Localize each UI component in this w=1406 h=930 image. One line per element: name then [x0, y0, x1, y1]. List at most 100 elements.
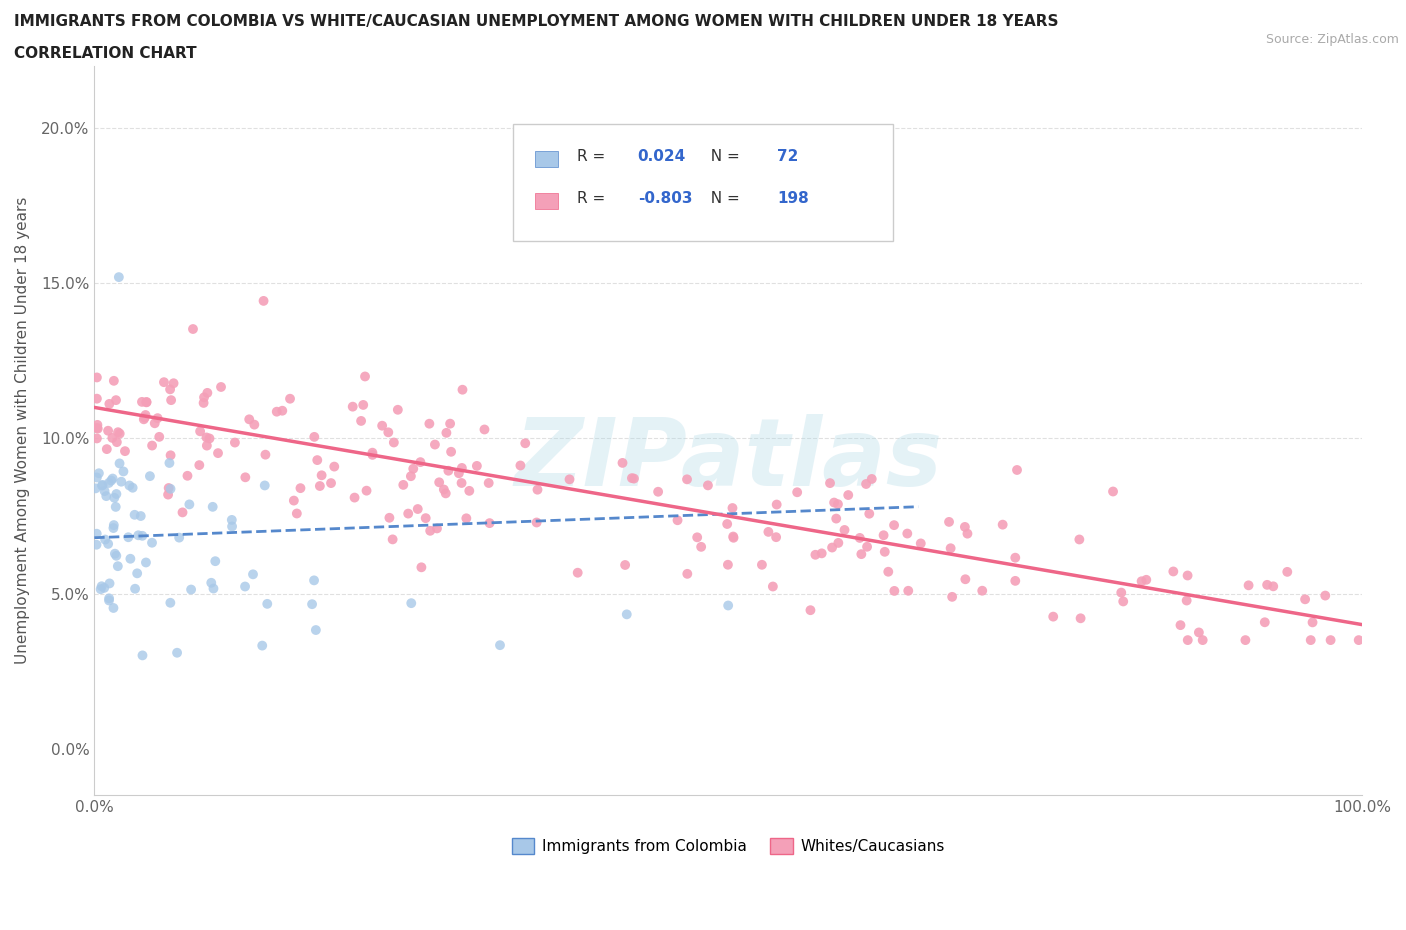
Point — [301, 597, 323, 612]
Point — [411, 560, 433, 575]
Point — [143, 416, 166, 431]
Point — [939, 541, 962, 556]
Point — [941, 590, 963, 604]
Point — [991, 517, 1014, 532]
Point — [614, 558, 637, 573]
Point — [1188, 625, 1211, 640]
Point — [717, 598, 740, 613]
Point — [134, 407, 156, 422]
Point — [114, 444, 136, 458]
Point — [1263, 578, 1285, 593]
Point — [243, 418, 266, 432]
Point — [107, 425, 129, 440]
Point — [378, 511, 401, 525]
Point — [758, 525, 780, 539]
Point — [285, 506, 308, 521]
Point — [302, 573, 325, 588]
Point — [105, 486, 128, 501]
Point — [204, 553, 226, 568]
Point — [254, 447, 277, 462]
Point — [96, 488, 118, 503]
Point — [1299, 632, 1322, 647]
Point — [319, 475, 342, 490]
Point — [202, 581, 225, 596]
Point — [103, 373, 125, 388]
Point — [91, 477, 114, 492]
Point — [723, 530, 745, 545]
Point — [450, 475, 472, 490]
Point — [86, 420, 108, 435]
Point — [188, 458, 211, 472]
Point — [361, 445, 384, 460]
Point — [221, 512, 243, 527]
Point — [818, 475, 841, 490]
Point — [193, 395, 215, 410]
Point — [897, 583, 920, 598]
Point — [90, 582, 112, 597]
Point — [1302, 615, 1324, 630]
Point — [103, 490, 125, 505]
Point — [1256, 578, 1278, 592]
Point — [877, 565, 900, 579]
Point — [195, 438, 218, 453]
Point — [278, 392, 301, 406]
Point — [118, 478, 141, 493]
Point — [350, 414, 373, 429]
Point — [721, 529, 744, 544]
Point — [112, 464, 135, 479]
Point — [233, 579, 256, 594]
Point — [308, 479, 330, 494]
Point — [307, 453, 329, 468]
Point — [98, 396, 121, 411]
Point — [87, 466, 110, 481]
Point — [91, 478, 114, 493]
Point — [381, 532, 404, 547]
Point — [84, 481, 107, 496]
Point — [401, 596, 423, 611]
Point — [117, 530, 139, 545]
Point — [751, 557, 773, 572]
Point — [252, 294, 274, 309]
Point — [1004, 551, 1026, 565]
Point — [188, 424, 211, 439]
Point — [697, 478, 720, 493]
Point — [910, 536, 932, 551]
Point — [387, 403, 409, 418]
Point — [86, 526, 108, 541]
Point — [305, 622, 328, 637]
Text: CORRELATION CHART: CORRELATION CHART — [14, 46, 197, 61]
Point — [153, 375, 176, 390]
Point — [1234, 632, 1257, 647]
Point — [139, 469, 162, 484]
Text: ZIPatlas: ZIPatlas — [515, 414, 942, 506]
Point — [396, 506, 419, 521]
Point — [283, 493, 305, 508]
Point — [423, 437, 446, 452]
Point — [834, 523, 856, 538]
Point — [827, 536, 849, 551]
Point — [419, 524, 441, 538]
Point — [172, 505, 194, 520]
Point — [311, 468, 333, 483]
Point — [509, 458, 531, 473]
Point — [450, 460, 472, 475]
Point — [823, 495, 845, 510]
Point — [195, 385, 218, 400]
Text: N =: N = — [702, 149, 745, 164]
Point — [107, 559, 129, 574]
Point — [1170, 618, 1192, 632]
Point — [90, 578, 112, 593]
Point — [242, 567, 264, 582]
Point — [101, 472, 124, 486]
Bar — [536, 193, 558, 209]
Point — [221, 519, 243, 534]
Point — [623, 472, 645, 486]
Point — [98, 576, 121, 591]
Point — [821, 540, 844, 555]
Point — [200, 576, 222, 591]
Point — [343, 490, 366, 505]
Point — [132, 412, 155, 427]
Point — [716, 516, 738, 531]
Text: R =: R = — [576, 191, 610, 206]
Point — [433, 482, 456, 497]
